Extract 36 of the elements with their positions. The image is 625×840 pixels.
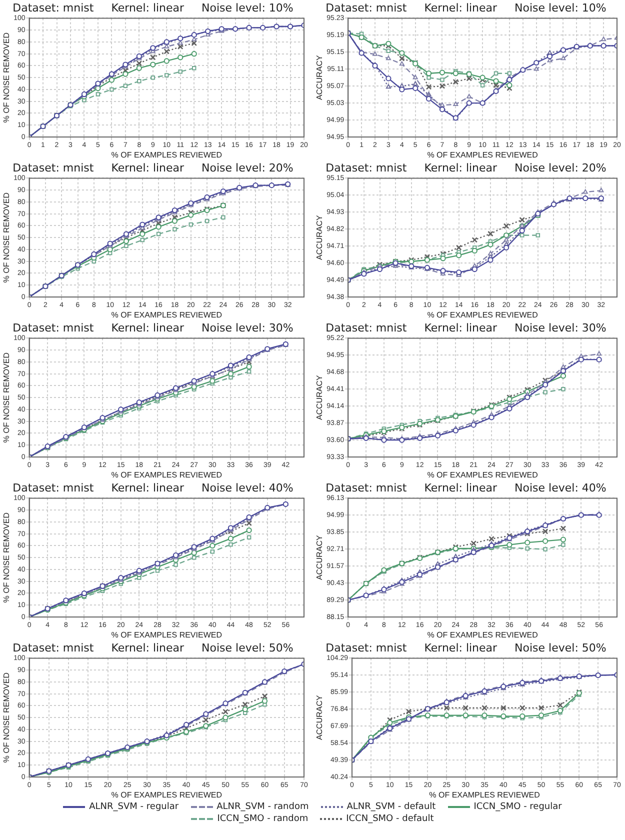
y-axis-title: % OF NOISE REMOVED (2, 512, 12, 603)
y-axis-title: % OF NOISE REMOVED (2, 352, 12, 443)
x-axis-title: % OF EXAMPLES REVIEWED (427, 470, 538, 480)
chart-title: Dataset: mnist Kernel: linear Noise level: 40% (326, 481, 606, 494)
y-axis-title: ACCURACY (315, 694, 324, 740)
x-axis-title: % OF EXAMPLES REVIEWED (111, 150, 222, 160)
y-axis-title: ACCURACY (315, 374, 324, 420)
chart-title: Dataset: mnist Kernel: linear Noise level: 30% (326, 321, 606, 334)
y-axis-title: % OF NOISE REMOVED (2, 32, 12, 123)
legend-label: ICCN_SMO - default (346, 814, 434, 824)
legend-label: ALNR_SVM - default (346, 802, 436, 812)
legend-label: ICCN_SMO - regular (474, 802, 562, 812)
y-axis-title: % OF NOISE REMOVED (2, 192, 12, 283)
x-axis-title: % OF EXAMPLES REVIEWED (111, 790, 222, 800)
chart-title: Dataset: mnist Kernel: linear Noise level: 10% (12, 1, 294, 14)
x-axis-title: % OF EXAMPLES REVIEWED (427, 310, 538, 320)
legend-label: ICCN_SMO - random (217, 814, 308, 824)
y-axis-title: ACCURACY (315, 214, 324, 260)
x-axis-title: % OF EXAMPLES REVIEWED (429, 790, 540, 800)
y-axis-title: ACCURACY (315, 534, 324, 580)
y-axis-title: ACCURACY (315, 54, 324, 100)
x-axis-title: % OF EXAMPLES REVIEWED (111, 470, 222, 480)
chart-title: Dataset: mnist Kernel: linear Noise level: 50% (326, 641, 606, 654)
x-axis-title: % OF EXAMPLES REVIEWED (427, 150, 538, 160)
x-axis-title: % OF EXAMPLES REVIEWED (111, 630, 222, 640)
legend-label: ALNR_SVM - regular (89, 802, 179, 812)
legend-label: ALNR_SVM - random (216, 802, 309, 812)
chart-title: Dataset: mnist Kernel: linear Noise level: 20% (326, 161, 606, 174)
chart-title: Dataset: mnist Kernel: linear Noise level: 20% (12, 161, 294, 174)
chart-title: Dataset: mnist Kernel: linear Noise level: 10% (326, 1, 606, 14)
x-axis-title: % OF EXAMPLES REVIEWED (427, 630, 538, 640)
chart-title: Dataset: mnist Kernel: linear Noise level: 40% (12, 481, 294, 494)
x-axis-title: % OF EXAMPLES REVIEWED (111, 310, 222, 320)
chart-title: Dataset: mnist Kernel: linear Noise level: 50% (12, 641, 294, 654)
chart-title: Dataset: mnist Kernel: linear Noise level: 30% (12, 321, 294, 334)
y-axis-title: % OF NOISE REMOVED (2, 672, 12, 763)
